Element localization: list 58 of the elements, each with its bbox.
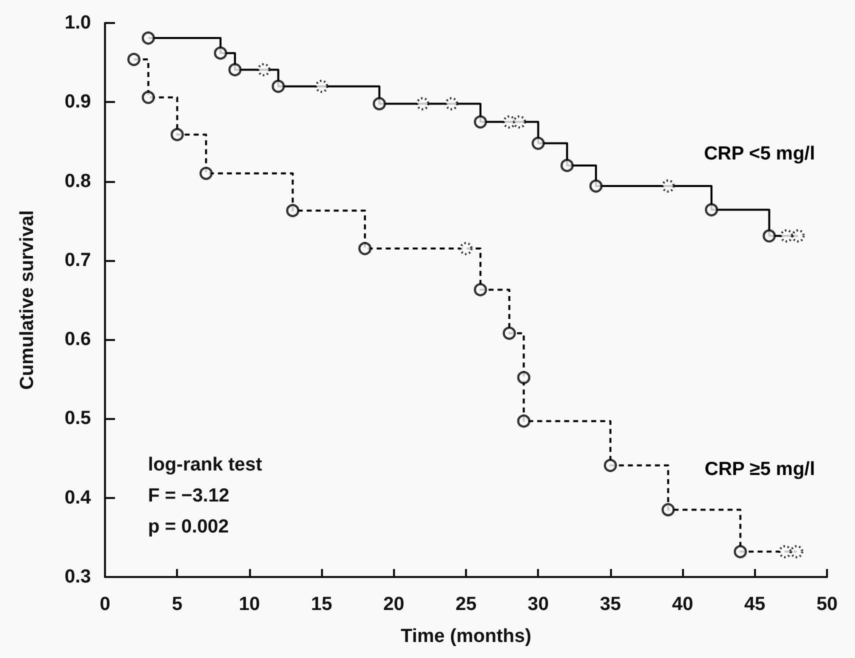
x-axis-title: Time (months) [400,626,532,647]
point [517,414,530,428]
annotation: p = 0.002 [148,516,229,538]
point [142,90,155,104]
point [142,31,155,45]
annotation: F = −3.12 [148,486,230,506]
point [512,115,526,129]
point [662,503,675,516]
point [704,203,718,216]
y-axis-title: Cumulative survival [17,210,38,390]
x-tick-label: 50 [816,594,838,615]
point [315,80,328,93]
y-tick-label: 0.7 [64,250,91,271]
point [474,283,488,296]
x-tick-label: 0 [100,594,110,615]
y-tick-label: 0.3 [64,566,91,588]
x-tick-label: 10 [238,594,260,615]
point [662,179,675,193]
series-label: CRP <5 mg/l [704,143,815,164]
series-label: CRP ≥5 mg/l [704,459,815,480]
y-tick-label: 0.5 [64,408,92,430]
point [517,370,530,384]
point [199,166,213,180]
point [604,458,617,472]
point [560,158,574,172]
point [372,97,386,110]
x-tick-label: 35 [600,594,622,615]
y-tick-label: 0.6 [64,329,91,350]
point [762,229,776,242]
y-tick-label: 0.8 [64,170,91,192]
point [416,97,430,110]
x-tick-label: 20 [383,594,404,615]
x-tick-label: 45 [744,594,766,615]
x-tick-label: 30 [528,594,549,615]
point [734,545,747,558]
y-tick-label: 1.0 [64,12,91,34]
point [474,115,488,129]
x-tick-label: 15 [311,594,333,615]
point [444,97,458,110]
x-tick-label: 40 [672,594,694,615]
point [170,128,184,142]
point [532,136,545,150]
point [127,52,140,66]
point [257,63,270,76]
point [228,63,242,76]
point [780,229,794,242]
point [502,115,516,129]
point [214,46,228,60]
annotation: log-rank test [148,454,263,476]
x-tick-label: 25 [455,594,477,615]
point [272,80,285,93]
point [589,179,603,193]
y-tick-label: 0.9 [64,92,91,113]
y-tick-label: 0.4 [64,487,92,508]
point [502,326,516,340]
x-tick-label: 5 [172,594,183,615]
point [286,204,300,218]
point [358,242,372,256]
